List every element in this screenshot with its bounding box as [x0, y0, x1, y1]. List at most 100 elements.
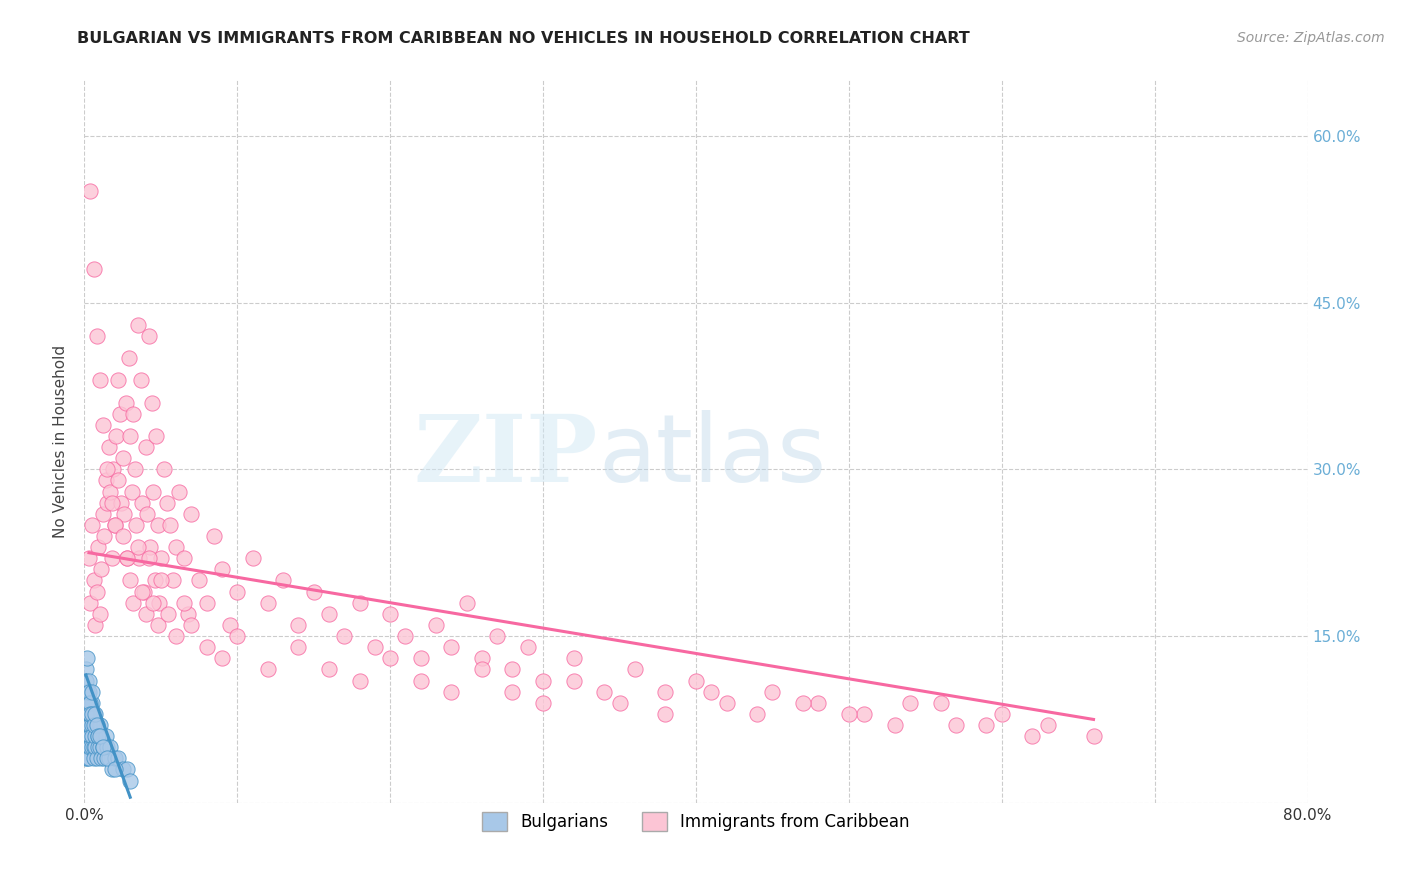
Point: [75, 729, 97, 743]
Point: [1083, 729, 1105, 743]
Point: [87, 729, 110, 743]
Point: [83, 574, 105, 588]
Point: [138, 329, 160, 343]
Point: [89, 740, 111, 755]
Point: [97, 751, 120, 765]
Point: [111, 763, 134, 777]
Point: [98, 484, 121, 499]
Point: [761, 684, 783, 698]
Point: [165, 540, 187, 554]
Point: [86, 718, 108, 732]
Point: [139, 540, 162, 554]
Text: BULGARIAN VS IMMIGRANTS FROM CARIBBEAN NO VEHICLES IN HOUSEHOLD CORRELATION CHAR: BULGARIAN VS IMMIGRANTS FROM CARIBBEAN N…: [77, 31, 970, 46]
Point: [93, 529, 115, 543]
Point: [104, 517, 127, 532]
Point: [114, 395, 136, 409]
Point: [502, 662, 524, 676]
Point: [1021, 729, 1043, 743]
Point: [165, 629, 187, 643]
Point: [84, 740, 107, 755]
Point: [162, 574, 184, 588]
Point: [77, 684, 100, 698]
Point: [76, 740, 98, 755]
Point: [89, 718, 111, 732]
Point: [226, 584, 249, 599]
Point: [149, 551, 172, 566]
Point: [531, 696, 554, 710]
Point: [79, 718, 101, 732]
Point: [195, 596, 218, 610]
Point: [141, 395, 163, 409]
Point: [188, 574, 211, 588]
Point: [127, 318, 149, 332]
Point: [124, 462, 146, 476]
Point: [75, 718, 97, 732]
Point: [77, 706, 100, 721]
Point: [115, 551, 138, 566]
Point: [79, 740, 101, 755]
Point: [104, 517, 127, 532]
Point: [76, 684, 98, 698]
Point: [79, 706, 101, 721]
Point: [86, 329, 108, 343]
Point: [929, 696, 952, 710]
Point: [716, 696, 738, 710]
Point: [86, 751, 108, 765]
Point: [1036, 718, 1059, 732]
Point: [333, 629, 356, 643]
Point: [394, 629, 416, 643]
Point: [79, 596, 101, 610]
Point: [486, 629, 509, 643]
Point: [945, 718, 967, 732]
Point: [89, 373, 111, 387]
Point: [79, 185, 101, 199]
Point: [146, 517, 169, 532]
Point: [110, 496, 132, 510]
Point: [838, 706, 860, 721]
Point: [77, 718, 100, 732]
Point: [87, 729, 110, 743]
Point: [349, 673, 371, 688]
Point: [195, 640, 218, 655]
Point: [502, 684, 524, 698]
Point: [425, 618, 447, 632]
Point: [75, 751, 97, 765]
Point: [131, 584, 153, 599]
Point: [115, 763, 138, 777]
Point: [792, 696, 814, 710]
Point: [149, 574, 172, 588]
Point: [87, 540, 110, 554]
Point: [83, 718, 105, 732]
Y-axis label: No Vehicles in Household: No Vehicles in Household: [53, 345, 69, 538]
Point: [86, 584, 108, 599]
Point: [531, 673, 554, 688]
Point: [202, 529, 225, 543]
Point: [76, 651, 98, 665]
Point: [991, 706, 1014, 721]
Point: [349, 596, 371, 610]
Point: [127, 540, 149, 554]
Point: [121, 484, 143, 499]
Point: [125, 517, 148, 532]
Point: [80, 517, 103, 532]
Point: [80, 729, 103, 743]
Point: [156, 496, 179, 510]
Point: [101, 496, 124, 510]
Point: [118, 351, 141, 366]
Point: [128, 551, 150, 566]
Point: [136, 507, 159, 521]
Point: [180, 618, 202, 632]
Point: [84, 706, 107, 721]
Point: [105, 429, 128, 443]
Point: [120, 429, 142, 443]
Point: [456, 596, 478, 610]
Point: [135, 440, 157, 454]
Point: [111, 529, 134, 543]
Point: [609, 696, 631, 710]
Point: [211, 562, 233, 576]
Point: [226, 629, 249, 643]
Point: [101, 551, 124, 566]
Point: [145, 429, 167, 443]
Point: [79, 706, 101, 721]
Point: [257, 662, 280, 676]
